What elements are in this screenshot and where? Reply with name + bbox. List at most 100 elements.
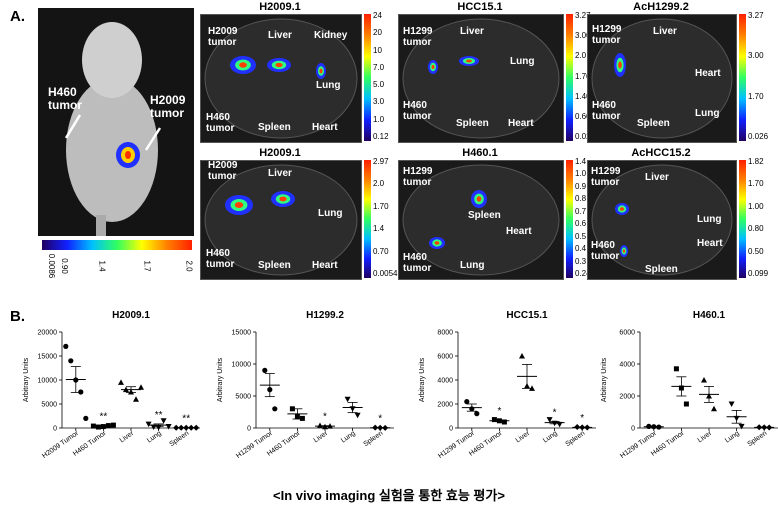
y-tick-label: 10000 (38, 378, 58, 385)
point (138, 384, 144, 390)
y-tick-label: 2000 (437, 402, 453, 409)
colorbar-label: 0.8 (575, 194, 587, 204)
colorbar-label: 3.27 (748, 11, 764, 20)
point (63, 343, 69, 349)
point (317, 422, 323, 428)
organ-label: H1299 tumor (403, 166, 433, 188)
image-title: H460.1 (462, 147, 498, 159)
colorbar-label: 5.0 (373, 80, 385, 90)
organ-label: Spleen (468, 210, 501, 221)
signal (618, 61, 622, 69)
x-tick-label: Liver (515, 430, 532, 445)
significance: * (580, 413, 584, 424)
point (474, 411, 480, 417)
dish-edge (204, 164, 358, 276)
organ-label: H460 tumor (403, 100, 432, 122)
organ-label: Heart (697, 238, 723, 249)
image-signal-layer (591, 18, 733, 139)
colorbar-label: 0.0054 (373, 269, 398, 278)
colorbar-label: 0.099 (748, 269, 769, 278)
colorbar-label: 1.4 (97, 260, 107, 272)
organ-label: H1299 tumor (592, 24, 622, 46)
point (701, 377, 707, 383)
point (673, 366, 679, 372)
colorbar-label: 2.0 (575, 51, 587, 61)
signal (619, 207, 625, 211)
colorbar-label: 0.7 (575, 206, 587, 216)
mouse-body (66, 78, 158, 222)
y-tick-label: 5000 (235, 394, 251, 401)
point (501, 419, 507, 425)
point (683, 401, 689, 407)
organ-label: Liver (653, 26, 677, 37)
signal (125, 151, 131, 159)
colorbar-label: 3.00 (575, 31, 591, 41)
organ-label: H460 tumor (206, 248, 235, 270)
x-tick-label: Spleen (564, 430, 586, 448)
significance: * (497, 406, 501, 417)
point (145, 421, 152, 428)
organ-label: Heart (312, 122, 338, 133)
y-tick-label: 6000 (619, 330, 635, 337)
y-axis-label: Arbitrary Units (23, 357, 30, 402)
chart-title: H1299.2 (306, 310, 344, 321)
x-tick-label: Liver (313, 430, 330, 445)
point (272, 406, 278, 412)
colorbar-label: 0.60 (575, 111, 591, 121)
colorbar-label: 24 (373, 11, 382, 20)
x-tick-label: Lung (542, 430, 559, 445)
significance: * (378, 414, 382, 425)
significance: ** (182, 414, 190, 425)
panel-label: A. (10, 8, 25, 25)
organ-label: Spleen (637, 118, 670, 129)
point (133, 396, 139, 402)
colorbar-label: 1.00 (748, 201, 764, 211)
significance: * (323, 412, 327, 423)
colorbar-label: 1.70 (575, 71, 591, 81)
panel-label: B. (10, 308, 25, 325)
image-title: AcHCC15.2 (631, 147, 691, 159)
x-tick-label: Liver (697, 430, 714, 445)
organ-label: Lung (695, 108, 720, 119)
image-title: AcH1299.2 (633, 1, 689, 13)
image-panel (398, 160, 564, 280)
image-signal-layer (402, 164, 560, 276)
y-tick-label: 4000 (437, 378, 453, 385)
colorbar-label: 0.0086 (47, 253, 57, 279)
organ-label: Spleen (258, 122, 291, 133)
point (160, 418, 167, 424)
arrow (64, 114, 82, 139)
y-tick-label: 0 (53, 426, 57, 433)
organ-label: H2009 tumor (208, 160, 238, 182)
organ-label: Lung (460, 260, 485, 271)
organ-label: Heart (312, 260, 338, 271)
point (519, 353, 525, 359)
organ-label: Spleen (258, 260, 291, 271)
y-tick-label: 6000 (437, 354, 453, 361)
organ-label: H2009 tumor (208, 26, 238, 48)
point (344, 396, 351, 403)
colorbar (739, 14, 746, 141)
image-panel (587, 14, 737, 143)
colorbar-label: 3.00 (748, 51, 764, 61)
colorbar-label: 1.70 (373, 201, 389, 211)
organ-label: H460 tumor (592, 100, 621, 122)
arrow (144, 127, 162, 151)
point (354, 412, 361, 419)
organ-label: Liver (268, 30, 292, 41)
point (262, 367, 268, 373)
organ-label: Spleen (456, 118, 489, 129)
organ-label: H1299 tumor (591, 166, 621, 188)
image-panel (398, 14, 564, 143)
colorbar-label: 1.0 (373, 114, 385, 124)
significance: ** (155, 410, 163, 421)
x-tick-label: Lung (724, 430, 741, 445)
chart-title: HCC15.1 (506, 310, 548, 321)
colorbar-label: 7.0 (373, 62, 385, 72)
y-tick-label: 8000 (437, 330, 453, 337)
colorbar-label: 0.24 (575, 269, 591, 278)
signal (434, 241, 440, 245)
organ-label: Heart (508, 118, 534, 129)
